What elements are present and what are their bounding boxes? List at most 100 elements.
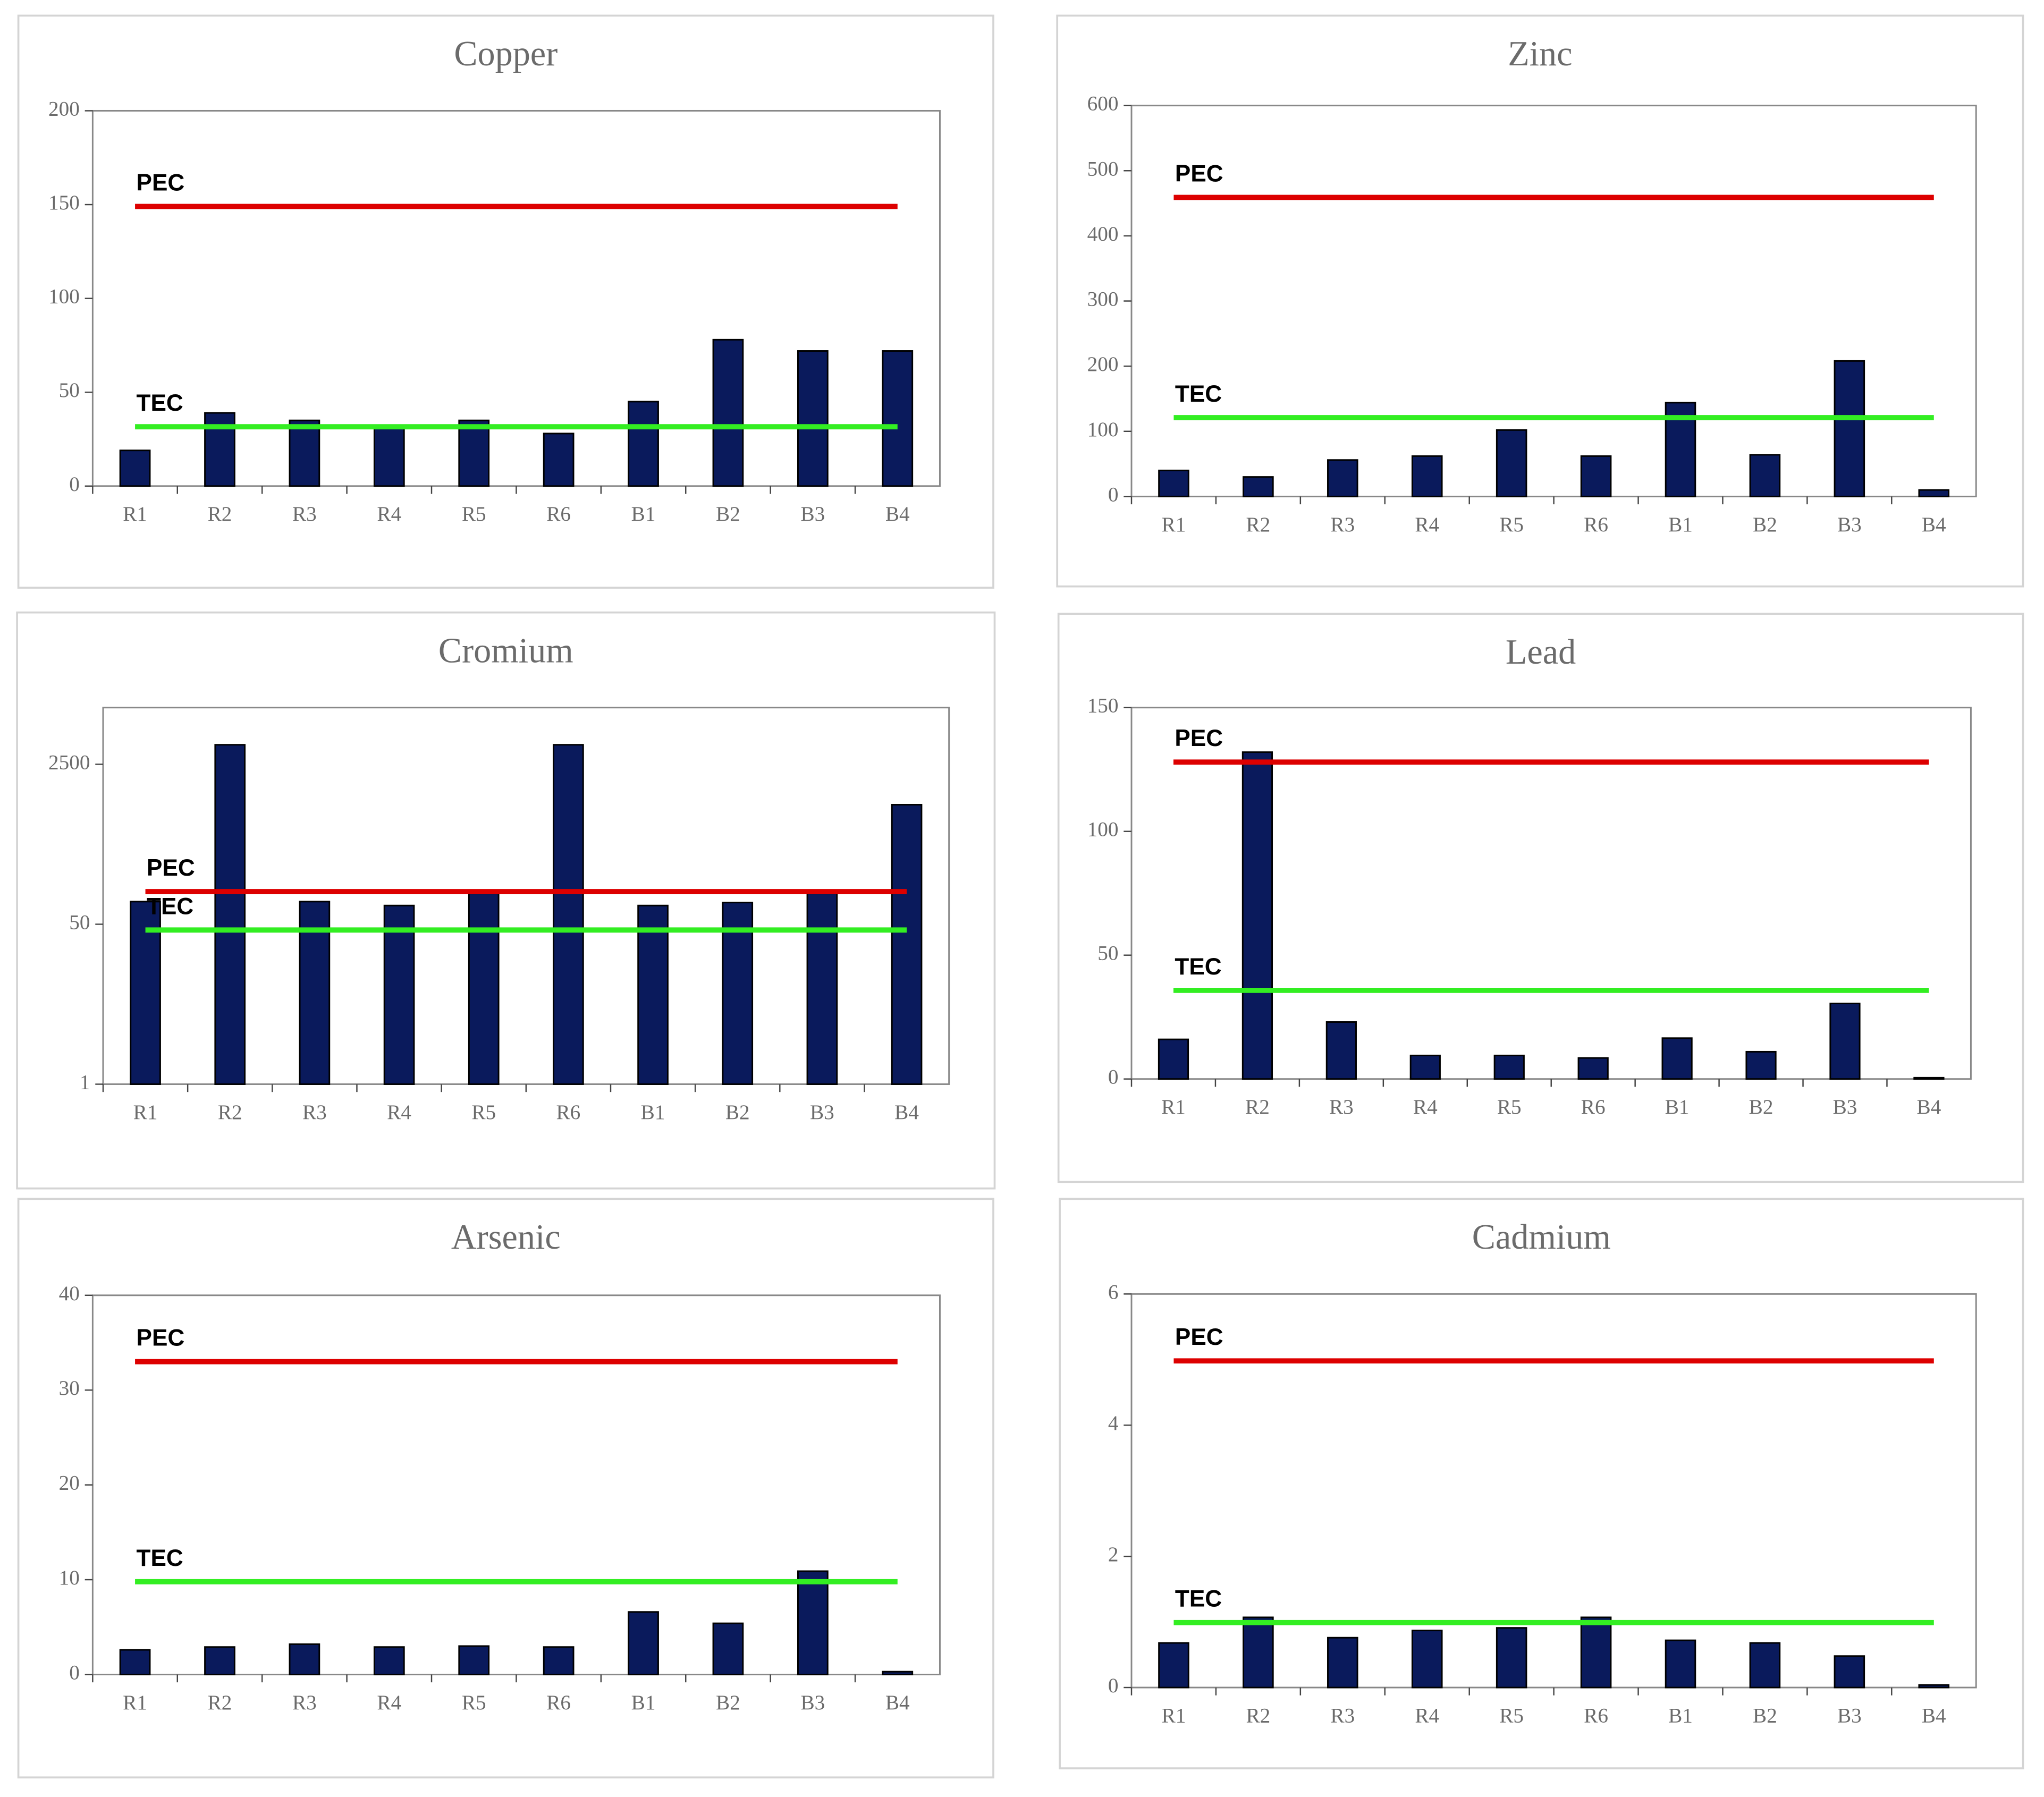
x-tick-label: R5 <box>471 1101 496 1124</box>
panel-frame <box>1059 1198 2024 1769</box>
bar <box>1411 1630 1443 1689</box>
y-tick-label: 100 <box>48 285 80 308</box>
x-tick-label: R2 <box>208 503 232 525</box>
x-tick-label: B3 <box>800 1691 825 1714</box>
x-tick-label: B3 <box>800 503 825 525</box>
reference-label: TEC <box>1175 381 1222 407</box>
x-tick-label: R1 <box>1162 513 1186 536</box>
bar <box>119 450 151 487</box>
bar <box>1241 751 1273 1080</box>
bar <box>1327 1637 1358 1689</box>
panel-frame <box>1056 14 2024 588</box>
x-tick-label: R6 <box>1584 1704 1608 1727</box>
x-tick-label: R5 <box>462 503 486 525</box>
x-tick-label: B2 <box>716 1691 740 1714</box>
y-tick-label: 100 <box>1087 818 1119 841</box>
bar <box>1665 1639 1696 1689</box>
reference-label: PEC <box>137 170 185 196</box>
bar <box>891 804 923 1085</box>
bar <box>1243 476 1274 497</box>
y-tick-label: 400 <box>1087 223 1119 245</box>
y-tick-label: 0 <box>1108 483 1119 506</box>
y-tick-label: 2500 <box>48 751 90 774</box>
x-tick-label: B4 <box>894 1101 919 1124</box>
bar <box>628 401 659 487</box>
y-tick-label: 500 <box>1087 157 1119 180</box>
y-tick-label: 600 <box>1087 92 1119 115</box>
x-tick-label: R2 <box>1245 1096 1270 1118</box>
x-tick-label: R3 <box>292 1691 317 1714</box>
x-tick-label: R4 <box>377 1691 401 1714</box>
x-tick-label: R1 <box>1161 1096 1186 1118</box>
x-tick-label: B4 <box>885 503 910 525</box>
panel-frame <box>17 1198 994 1779</box>
x-tick-label: R6 <box>1584 513 1608 536</box>
bar <box>468 893 500 1085</box>
bar <box>543 1646 575 1675</box>
chart-title: Cadmium <box>1472 1218 1611 1257</box>
bar <box>458 1645 490 1675</box>
reference-label: TEC <box>1175 954 1221 980</box>
chart-title: Cromium <box>438 631 573 670</box>
bar <box>1493 1054 1525 1080</box>
bar <box>1580 1616 1612 1689</box>
reference-label: TEC <box>1175 1586 1222 1612</box>
bar <box>1913 1076 1945 1080</box>
x-tick-label: R4 <box>1415 513 1439 536</box>
bar <box>882 350 914 487</box>
bar <box>1749 454 1781 497</box>
bar <box>1661 1037 1693 1080</box>
x-tick-label: B3 <box>1833 1096 1857 1118</box>
y-tick-label: 6 <box>1108 1281 1119 1303</box>
x-tick-label: R3 <box>292 503 317 525</box>
x-tick-label: R6 <box>546 1691 571 1714</box>
reference-label: PEC <box>147 855 195 881</box>
y-tick-label: 10 <box>59 1566 80 1589</box>
x-tick-label: B1 <box>1668 513 1693 536</box>
x-tick-label: R1 <box>1162 1704 1186 1727</box>
y-tick-label: 200 <box>1087 353 1119 376</box>
bar <box>119 1649 151 1675</box>
x-tick-label: B2 <box>1749 1096 1773 1118</box>
x-tick-label: R3 <box>1330 1704 1355 1727</box>
bar <box>1496 1627 1527 1689</box>
bar <box>1749 1642 1781 1689</box>
x-tick-label: B1 <box>1668 1704 1693 1727</box>
bar <box>628 1611 659 1675</box>
x-tick-label: B4 <box>885 1691 910 1714</box>
bar <box>1325 1021 1357 1080</box>
x-tick-label: R5 <box>1499 513 1524 536</box>
x-tick-label: R4 <box>1413 1096 1438 1118</box>
bar <box>1829 1003 1861 1080</box>
x-tick-label: B1 <box>641 1101 665 1124</box>
x-tick-label: B3 <box>810 1101 834 1124</box>
bar <box>712 1622 744 1675</box>
x-tick-label: R3 <box>1330 513 1355 536</box>
x-tick-label: B1 <box>1665 1096 1690 1118</box>
y-tick-label: 0 <box>1108 1066 1119 1089</box>
panel-frame <box>1057 613 2024 1183</box>
x-tick-label: R2 <box>208 1691 232 1714</box>
x-tick-label: R5 <box>462 1691 486 1714</box>
x-tick-label: R6 <box>1581 1096 1606 1118</box>
bar <box>373 1646 405 1675</box>
chart-title: Arsenic <box>451 1218 561 1257</box>
chart-title: Lead <box>1506 633 1576 672</box>
bar <box>1411 455 1443 497</box>
reference-label: PEC <box>1175 161 1223 187</box>
y-tick-label: 0 <box>69 473 80 496</box>
y-tick-label: 40 <box>59 1282 80 1305</box>
x-tick-label: B4 <box>1922 513 1946 536</box>
bar <box>1158 469 1189 497</box>
x-tick-label: R4 <box>377 503 401 525</box>
x-tick-label: B3 <box>1837 1704 1862 1727</box>
bar <box>458 419 490 487</box>
bar <box>1158 1642 1189 1689</box>
bar <box>1409 1054 1441 1080</box>
bar <box>806 893 838 1085</box>
y-tick-label: 1 <box>80 1071 90 1094</box>
y-tick-label: 150 <box>48 191 80 214</box>
bar <box>214 744 246 1085</box>
